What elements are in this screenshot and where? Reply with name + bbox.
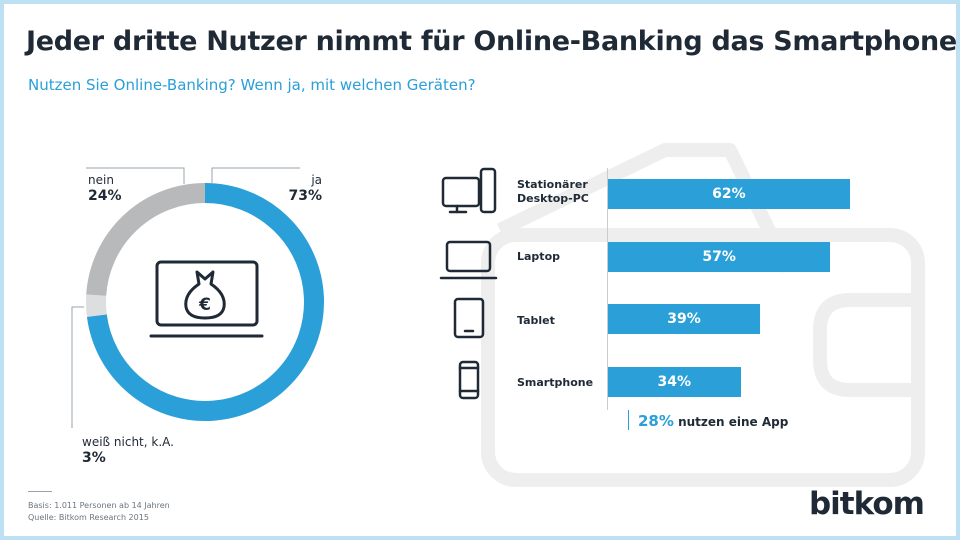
bar-value-desktop: 62%	[712, 186, 746, 202]
donut-label-ja-value: 73%	[288, 188, 322, 204]
bar-category-smartphone: Smartphone	[517, 376, 594, 389]
bar-value-smartphone: 34%	[657, 374, 692, 390]
donut-label-nein-value: 24%	[88, 188, 122, 204]
donut-label-weiss-nicht-value: 3%	[82, 450, 106, 466]
donut-slice-nein	[86, 183, 206, 297]
chart-title: Jeder dritte Nutzer nimmt für Online-Ban…	[26, 26, 957, 57]
tablet-icon	[453, 297, 485, 339]
footer-basis: Basis: 1.011 Personen ab 14 Jahren	[28, 501, 170, 510]
bar-value-tablet: 39%	[667, 311, 701, 327]
annotation-value: 28%	[638, 412, 674, 430]
leader-line-weiss-nicht	[71, 306, 84, 428]
bar-desktop: 62%	[608, 179, 850, 209]
annotation-text: nutzen eine App	[678, 415, 789, 429]
chart-subtitle: Nutzen Sie Online-Banking? Wenn ja, mit …	[28, 76, 476, 94]
footer-source: Quelle: Bitkom Research 2015	[28, 513, 149, 522]
donut-label-nein-text: nein	[88, 173, 114, 187]
footer: Basis: 1.011 Personen ab 14 Jahren Quell…	[28, 500, 170, 524]
smartphone-icon	[458, 360, 480, 400]
annotation-line	[628, 410, 629, 430]
bar-smartphone: 34%	[608, 367, 741, 397]
donut-slice-ja	[86, 183, 324, 421]
annotation-app: 28% nutzen eine App	[638, 412, 788, 430]
donut-label-ja-text: ja	[311, 173, 322, 187]
bitkom-logo: bitkom	[808, 486, 925, 522]
bar-value-laptop: 57%	[702, 249, 736, 265]
donut-slice-weiss-nicht	[86, 294, 107, 317]
footer-rule	[28, 491, 52, 492]
donut-label-ja: ja 73%	[282, 172, 322, 205]
desktop-pc-icon	[441, 167, 497, 214]
bar-category-tablet: Tablet	[517, 314, 555, 327]
bar-category-desktop: Stationärer Desktop-PC	[517, 178, 589, 205]
svg-text:€: €	[198, 295, 211, 315]
bar-axis	[607, 168, 608, 410]
donut-label-nein: nein 24%	[88, 172, 122, 205]
donut-label-weiss-nicht-text: weiß nicht, k.A.	[82, 435, 174, 449]
laptop-euro-moneybag-icon: €	[149, 260, 264, 338]
bar-laptop: 57%	[608, 242, 831, 272]
leader-line-nein	[86, 167, 185, 184]
donut-label-weiss-nicht: weiß nicht, k.A. 3%	[82, 434, 174, 467]
leader-line-ja	[211, 167, 300, 184]
bar-category-laptop: Laptop	[517, 250, 560, 263]
leader-lines	[71, 167, 300, 428]
bar-tablet: 39%	[608, 304, 761, 334]
laptop-icon	[439, 240, 498, 280]
